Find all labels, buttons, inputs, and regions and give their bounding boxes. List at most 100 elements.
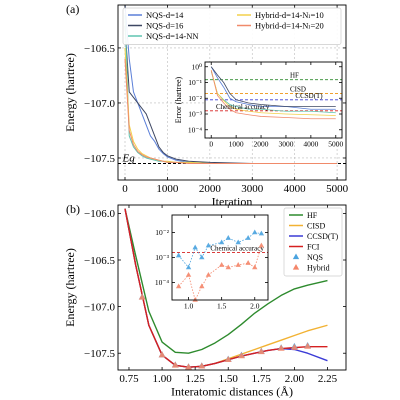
x-tick-label: 0.75 [119,373,139,385]
legend-label: NQS [307,253,323,262]
plot-area [124,208,328,368]
y-axis-label: Energy (hartree) [63,248,77,327]
x-axis-label: Iteration [212,194,253,208]
chart-panel: Chemical accuracy 1.0 1.5 2.0 10⁻² 10⁻³ 10⁻⁴ [155,214,269,311]
y-tick-label: −107.5 [84,153,115,165]
x-tick-label: 1.75 [252,373,272,385]
x-tick-label: 5000 [326,183,349,195]
data-marker [258,242,265,248]
data-marker [224,355,232,363]
y-tick-label: 10⁻² [155,228,169,237]
x-tick-label: 1.25 [186,373,206,385]
data-marker [138,293,146,300]
chart-panel: Eg 0 1000 2000 3000 4000 5000 −106.5 −107.0 −107.… [63,2,349,208]
axes-frame [117,204,347,371]
data-marker [185,271,192,277]
x-tick-label: 0 [209,140,213,149]
data-marker [238,352,245,359]
y-tick-label: −107.0 [84,301,115,313]
y-tick-label: 10⁻³ [155,253,169,262]
data-marker [218,239,225,245]
data-marker [257,348,265,355]
data-marker [304,342,312,349]
x-tick-label: 2.00 [285,373,305,385]
reference-label: CISD [290,86,306,94]
panel-label: (a) [66,2,79,16]
legend-label: CCSD(T) [307,232,338,241]
x-tick-label: 4000 [284,183,307,195]
data-marker [235,239,241,245]
x-tick-label: 4000 [303,140,318,149]
legend-swatch [292,264,300,270]
legend-label: NQS-d=14-NN [146,31,199,41]
x-tick-label: 1000 [156,183,179,195]
data-marker [175,252,182,258]
reference-label: Eg [122,152,136,164]
data-marker [252,264,258,270]
x-tick-label: 0 [122,183,128,195]
inset-background [172,215,268,300]
series-line [210,70,336,120]
data-marker [218,262,225,267]
legend-label: Hybrid-d=14-Nₗ=10 [255,10,324,20]
series-line [124,208,328,368]
legend-label: NQS-d=14 [146,10,184,20]
y-tick-label: 10⁻² [188,94,202,103]
x-tick-label: 2000 [254,140,269,149]
data-marker [205,271,212,277]
reference-label: Chemical accuracy [210,244,264,252]
panel-label: (b) [66,202,80,216]
legend-label: Hybrid [307,263,330,272]
x-tick-label: 1000 [229,140,244,149]
data-marker [245,235,251,240]
series-line [210,66,336,110]
x-tick-label: 5000 [328,140,343,149]
x-tick-label: 1.50 [219,373,239,385]
series-line [210,70,336,116]
legend-swatch [292,253,300,260]
y-tick-label: 10⁰ [191,62,202,71]
data-marker [199,283,205,289]
x-tick-label: 1.5 [217,302,227,311]
x-tick-label: 2.25 [318,373,338,385]
x-tick-label: 1.00 [152,373,172,385]
x-tick-label: 1.0 [184,302,194,311]
data-marker [199,254,205,260]
axes-frame [204,61,343,139]
x-tick-label: 3000 [278,140,293,149]
y-axis-label: Error (hartree) [174,76,183,123]
data-marker [185,363,192,370]
series-line [124,58,338,164]
x-tick-label: 2.0 [250,302,260,311]
legend-label: HF [307,211,318,220]
data-marker [192,297,198,302]
data-marker [192,244,198,250]
legend-label: FCI [307,242,320,251]
y-tick-label: −106.5 [84,43,115,55]
series-line [124,25,338,164]
series-line [124,208,328,354]
y-tick-label: −106.5 [84,255,115,267]
x-tick-label: 2000 [199,183,222,195]
reference-label: Chemical accuracy [216,103,270,111]
chart-panel: 0.75 1.00 1.25 1.50 1.75 2.00 2.25 −106.0 −106.5… [63,202,347,398]
data-marker [225,235,231,240]
x-tick-label: 3000 [241,183,264,195]
y-tick-label: 10⁻⁴ [155,278,169,287]
reference-label: HF [290,72,299,80]
legend-label: Hybrid-d=14-Nₗ=20 [255,20,324,30]
data-marker [235,262,241,267]
series-line [210,66,336,107]
plot-area [205,66,342,120]
data-marker [258,230,265,236]
legend-label: NQS-d=16 [146,20,183,30]
data-marker [225,264,231,270]
data-marker [205,242,212,248]
data-marker [290,343,298,350]
data-marker [198,362,206,369]
data-marker [171,361,179,368]
axes-frame [117,4,347,181]
legend-box [122,7,342,45]
